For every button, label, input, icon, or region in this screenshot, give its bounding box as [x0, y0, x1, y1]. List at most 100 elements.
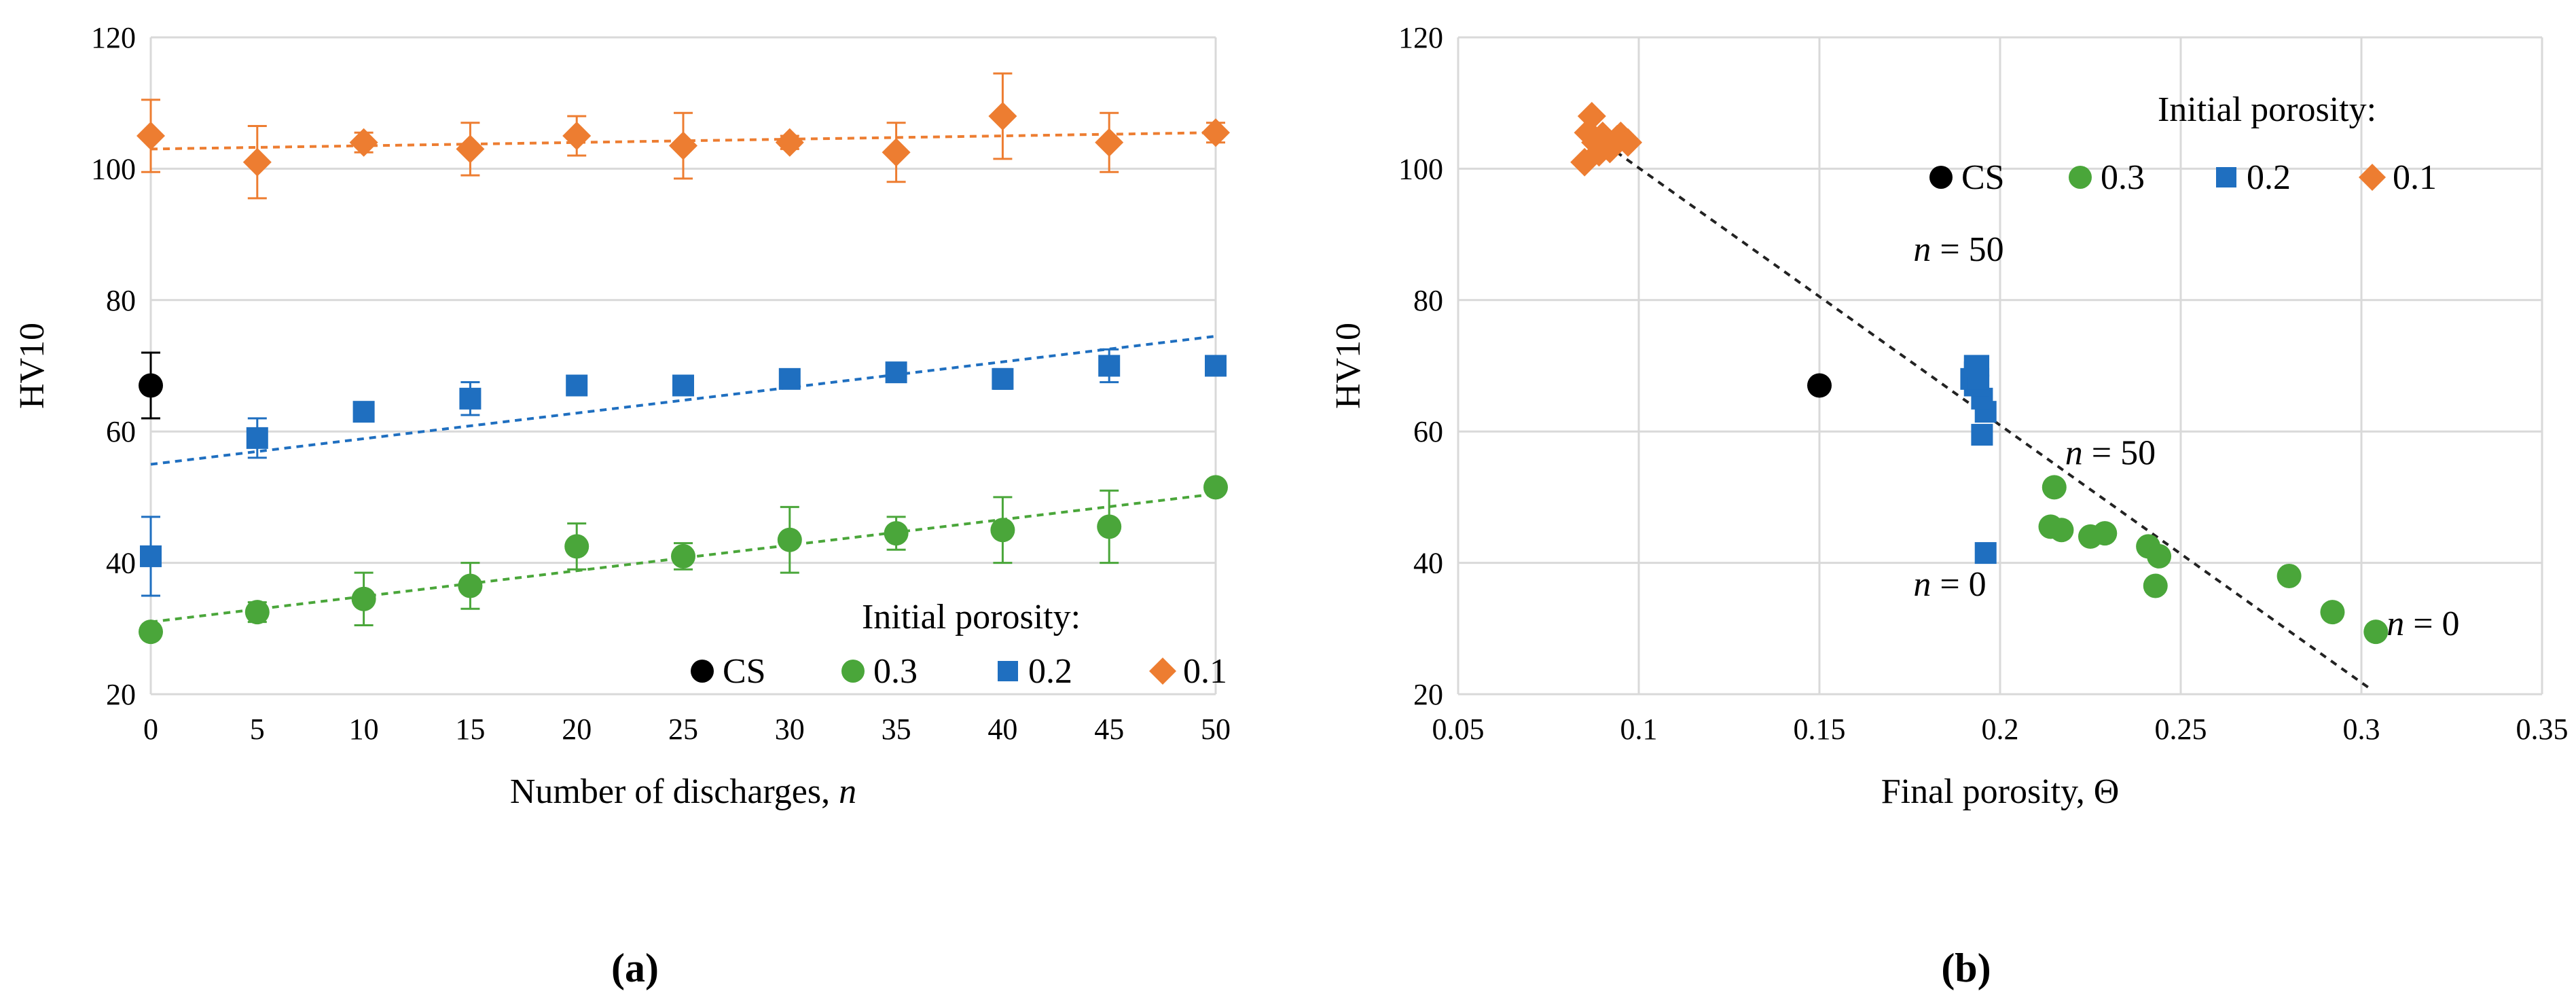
legend-label-CS: CS — [1961, 158, 2005, 197]
data-point-0.2 — [1974, 542, 1997, 564]
legend-marker-CS — [1929, 166, 1953, 189]
data-point-0.3 — [458, 573, 483, 598]
legend-label-0.1: 0.1 — [1183, 652, 1227, 691]
y-tick-label: 60 — [1413, 415, 1443, 448]
x-axis-title-text: Number of discharges, — [510, 772, 839, 811]
x-tick-label: 0.35 — [2516, 713, 2569, 746]
y-tick-label: 40 — [106, 547, 136, 580]
data-point-0.3 — [2042, 475, 2067, 500]
x-tick-label: 45 — [1094, 713, 1124, 746]
legend-label-CS: CS — [723, 652, 766, 691]
data-point-0.3 — [564, 534, 589, 559]
annotation-italic: n — [2387, 605, 2404, 643]
x-tick-label: 0.05 — [1432, 713, 1485, 746]
annotation: n = 0 — [2387, 605, 2459, 643]
x-tick-label: 0.2 — [1982, 713, 2019, 746]
data-point-0.2 — [246, 427, 268, 449]
data-point-0.3 — [2147, 543, 2172, 569]
y-axis-title: HV10 — [13, 323, 52, 409]
legend-marker-0.2 — [998, 661, 1018, 681]
data-point-0.2 — [778, 367, 801, 390]
data-point-0.1 — [882, 138, 911, 167]
x-tick-label: 50 — [1201, 713, 1231, 746]
data-point-0.3 — [2363, 619, 2389, 645]
y-tick-label: 100 — [1398, 152, 1443, 185]
x-axis-title-italic: n — [839, 772, 856, 811]
y-tick-label: 120 — [1398, 21, 1443, 54]
panel-label-b: (b) — [1941, 946, 1991, 990]
x-tick-label: 5 — [250, 713, 265, 746]
x-tick-label: 0.15 — [1794, 713, 1846, 746]
data-point-0.3 — [884, 521, 909, 546]
data-point-0.3 — [2276, 563, 2302, 588]
data-point-0.1 — [242, 147, 272, 177]
data-point-0.1 — [562, 122, 592, 151]
annotation-text: = 50 — [2083, 434, 2156, 473]
x-tick-label: 30 — [775, 713, 805, 746]
data-point-0.1 — [1201, 118, 1230, 147]
y-tick-label: 80 — [1413, 284, 1443, 317]
annotation: n = 50 — [1913, 230, 2003, 269]
legend-marker-CS — [691, 660, 714, 683]
x-tick-label: 40 — [987, 713, 1017, 746]
data-point-0.3 — [139, 619, 163, 645]
data-point-0.3 — [351, 586, 376, 611]
chart-a: 20 40 60 80 100 120 0 5 10 15 20 25 30 35 40 45 50 Number… — [13, 21, 1231, 811]
y-axis-title: HV10 — [1329, 323, 1368, 409]
data-point-0.2 — [672, 374, 694, 397]
legend-label-0.3: 0.3 — [2101, 158, 2145, 197]
x-tick-label: 0 — [143, 713, 158, 746]
chart-b: 20 40 60 80 100 120 0.05 0.1 0.15 0.2 0.25 0.3 0.35 F… — [1329, 21, 2569, 811]
y-tick-label: 80 — [106, 284, 136, 317]
legend-label-0.2: 0.2 — [1028, 652, 1072, 691]
data-point-0.2 — [1971, 424, 1993, 446]
y-tick-label: 100 — [91, 152, 136, 185]
data-point-0.2 — [885, 361, 907, 384]
annotation-text: = 0 — [2404, 605, 2459, 643]
data-point-0.3 — [1097, 514, 1122, 539]
data-point-CS — [1807, 373, 1832, 398]
data-point-0.2 — [140, 545, 162, 567]
legend-title: Initial porosity: — [2158, 90, 2376, 129]
data-point-0.1 — [349, 128, 378, 157]
legend-marker-0.2 — [2216, 167, 2236, 187]
legend-marker-0.1 — [1149, 658, 1176, 685]
data-point-0.1 — [988, 102, 1017, 131]
x-tick-label: 20 — [562, 713, 592, 746]
x-axis-title: Final porosity, Θ — [1881, 772, 2120, 811]
legend-marker-0.3 — [841, 660, 865, 683]
x-tick-label: 0.3 — [2343, 713, 2380, 746]
legend-marker-0.1 — [2359, 164, 2386, 191]
y-tick-label: 40 — [1413, 547, 1443, 580]
legend-marker-0.3 — [2069, 166, 2092, 189]
data-point-0.2 — [459, 387, 482, 410]
panel-label-a: (a) — [611, 946, 659, 990]
x-axis-title: Number of discharges, n — [510, 772, 856, 811]
annotation: n = 0 — [1913, 565, 1986, 604]
y-tick-label: 60 — [106, 415, 136, 448]
data-point-0.2 — [992, 367, 1014, 390]
y-tick-label: 120 — [91, 21, 136, 54]
data-point-0.3 — [671, 543, 695, 569]
data-point-0.1 — [775, 128, 804, 157]
data-point-0.1 — [1603, 124, 1632, 154]
annotation-text: = 0 — [1931, 565, 1986, 604]
x-tick-label: 0.25 — [2155, 713, 2207, 746]
annotation-italic: n — [1913, 565, 1931, 604]
data-point-0.3 — [2078, 524, 2103, 549]
x-axis-title-text: Final porosity, Θ — [1881, 772, 2120, 811]
trendline-0.2 — [150, 334, 1216, 466]
annotation: n = 50 — [2065, 434, 2156, 473]
x-tick-label: 25 — [668, 713, 698, 746]
legend-label-0.3: 0.3 — [873, 652, 918, 691]
data-point-0.2 — [1205, 355, 1227, 377]
legend-title: Initial porosity: — [862, 598, 1081, 636]
annotation-italic: n — [2065, 434, 2083, 473]
annotation-text: = 50 — [1931, 230, 2003, 269]
data-point-0.3 — [244, 600, 270, 625]
data-point-0.1 — [456, 134, 485, 164]
data-point-0.1 — [1574, 118, 1603, 147]
annotation-italic: n — [1913, 230, 1931, 269]
trendline-0.1 — [150, 131, 1216, 151]
